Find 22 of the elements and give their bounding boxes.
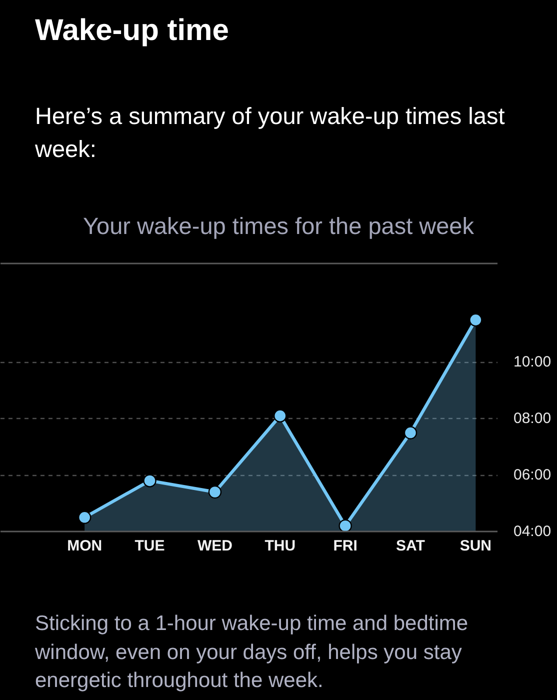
y-tick-label: 04:00 bbox=[514, 523, 552, 540]
point bbox=[143, 474, 156, 488]
y-tick-label: 10:00 bbox=[514, 354, 552, 371]
y-tick-label: 08:00 bbox=[514, 410, 552, 428]
point bbox=[208, 485, 222, 499]
chart-title: Wake-up time bbox=[35, 13, 229, 49]
point bbox=[338, 519, 352, 532]
x-tick-label: THU bbox=[264, 538, 296, 554]
point bbox=[78, 510, 92, 524]
x-tick-label: WED bbox=[197, 538, 233, 554]
y-tick-label: 06:00 bbox=[514, 466, 552, 484]
point bbox=[274, 409, 287, 422]
text: Your wake-up times for the past week bbox=[83, 212, 474, 240]
chart-subtitle: Here’s a summary of your wake-up times last week: bbox=[35, 102, 506, 164]
x-tick-label: TUE bbox=[134, 538, 165, 554]
x-tick-label: SUN bbox=[460, 538, 492, 554]
x-tick-label: FRI bbox=[333, 538, 358, 554]
point bbox=[404, 426, 418, 440]
point bbox=[469, 313, 482, 327]
x-tick-label: MON bbox=[67, 538, 102, 554]
text: Sticking to a 1-hour wake-up time and bedtime window, even on your days off, helps you stay energetic throughout the week. bbox=[35, 611, 470, 694]
x-tick-label: SAT bbox=[396, 538, 425, 554]
